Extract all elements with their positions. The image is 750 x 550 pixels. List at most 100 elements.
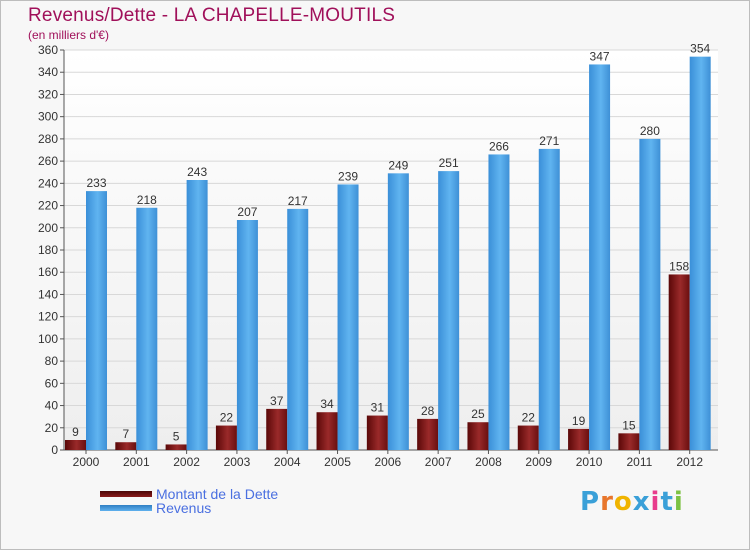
y-tick-label: 280: [38, 132, 58, 146]
data-label-dette: 34: [320, 397, 334, 411]
y-tick-label: 60: [45, 376, 59, 390]
data-label-dette: 9: [72, 425, 79, 439]
bar-dette: [618, 433, 640, 450]
y-tick-label: 260: [38, 154, 58, 168]
x-tick-label: 2000: [73, 455, 100, 469]
x-tick-label: 2003: [224, 455, 251, 469]
y-tick-label: 240: [38, 176, 58, 190]
data-label-dette: 15: [622, 418, 636, 432]
y-tick-label: 300: [38, 110, 58, 124]
bar-revenus: [236, 220, 258, 450]
legend-label-dette: Montant de la Dette: [156, 486, 279, 502]
logo-letter: o: [613, 487, 633, 517]
bar-dette: [65, 440, 86, 450]
bar-dette: [417, 418, 439, 450]
bar-revenus: [689, 56, 711, 451]
bar-revenus: [639, 138, 661, 450]
x-tick-label: 2004: [274, 455, 301, 469]
x-tick-label: 2009: [525, 455, 552, 469]
bar-dette: [568, 428, 590, 450]
data-label-revenus: 217: [288, 194, 308, 208]
bar-dette: [467, 422, 489, 450]
data-label-revenus: 207: [237, 205, 257, 219]
y-tick-label: 340: [38, 65, 58, 79]
y-tick-label: 220: [38, 199, 58, 213]
legend-item-revenus: Revenus: [100, 500, 212, 516]
y-tick-label: 320: [38, 87, 58, 101]
bar-revenus: [337, 184, 359, 450]
bar-revenus: [136, 207, 158, 450]
y-tick-label: 40: [45, 399, 59, 413]
bar-revenus: [538, 148, 560, 450]
data-label-revenus: 239: [338, 169, 358, 183]
data-label-dette: 22: [522, 411, 536, 425]
bar-dette: [668, 274, 690, 450]
bar-revenus: [387, 173, 409, 451]
data-label-revenus: 218: [137, 193, 157, 207]
y-tick-label: 200: [38, 221, 58, 235]
legend-swatch-revenus: [100, 505, 152, 511]
x-tick-label: 2011: [626, 455, 652, 469]
data-label-dette: 28: [421, 404, 435, 418]
bar-dette: [115, 442, 137, 450]
data-label-revenus: 266: [489, 139, 509, 153]
y-tick-label: 80: [45, 354, 59, 368]
logo-letter: i: [673, 487, 684, 517]
y-tick-label: 360: [38, 43, 58, 57]
legend-label-revenus: Revenus: [156, 500, 212, 516]
data-label-revenus: 243: [187, 165, 207, 179]
bar-dette: [215, 425, 237, 450]
x-tick-label: 2012: [676, 455, 703, 469]
bar-dette: [165, 444, 187, 450]
logo-letter: i: [650, 487, 661, 517]
bar-dette: [266, 408, 288, 450]
y-tick-label: 120: [38, 310, 58, 324]
bar-dette: [517, 425, 539, 450]
bar-revenus: [589, 64, 611, 450]
x-tick-label: 2008: [475, 455, 502, 469]
logo-letter: x: [632, 487, 651, 517]
proxiti-logo: Proxiti: [580, 487, 684, 517]
data-label-revenus: 280: [640, 124, 660, 138]
data-label-revenus: 347: [590, 49, 610, 63]
logo-letter: P: [580, 487, 601, 517]
data-label-dette: 31: [371, 401, 385, 415]
bar-revenus: [438, 171, 460, 450]
chart-subtitle: (en milliers d'€): [28, 28, 109, 42]
data-label-dette: 22: [220, 411, 234, 425]
bar-revenus: [287, 208, 309, 450]
x-tick-label: 2001: [123, 455, 150, 469]
bar-dette: [316, 412, 338, 450]
legend-swatch-dette: [100, 491, 152, 497]
data-label-revenus: 251: [439, 156, 459, 170]
data-label-revenus: 233: [86, 176, 106, 190]
data-label-revenus: 354: [690, 42, 710, 56]
data-label-dette: 7: [122, 427, 129, 441]
bar-revenus: [86, 191, 107, 450]
y-tick-label: 100: [38, 332, 58, 346]
chart-title: Revenus/Dette - LA CHAPELLE-MOUTILS: [28, 5, 396, 26]
logo-letter: t: [660, 487, 674, 517]
x-tick-label: 2005: [324, 455, 351, 469]
x-tick-label: 2010: [576, 455, 603, 469]
x-tick-label: 2006: [374, 455, 401, 469]
y-tick-label: 0: [51, 443, 58, 457]
logo-letter: r: [600, 487, 614, 517]
y-tick-label: 140: [38, 287, 58, 301]
data-label-dette: 158: [669, 259, 689, 273]
y-tick-label: 20: [45, 421, 59, 435]
y-tick-label: 160: [38, 265, 58, 279]
y-tick-label: 180: [38, 243, 58, 257]
data-label-dette: 5: [173, 429, 180, 443]
legend-item-dette: Montant de la Dette: [100, 486, 279, 502]
bar-dette: [366, 415, 388, 450]
data-label-dette: 37: [270, 394, 284, 408]
data-label-dette: 19: [572, 414, 586, 428]
bar-revenus: [186, 180, 208, 450]
bar-revenus: [488, 154, 510, 450]
data-label-dette: 25: [471, 407, 485, 421]
x-tick-label: 2002: [173, 455, 200, 469]
x-tick-label: 2007: [425, 455, 452, 469]
data-label-revenus: 271: [539, 134, 559, 148]
data-label-revenus: 249: [388, 158, 408, 172]
